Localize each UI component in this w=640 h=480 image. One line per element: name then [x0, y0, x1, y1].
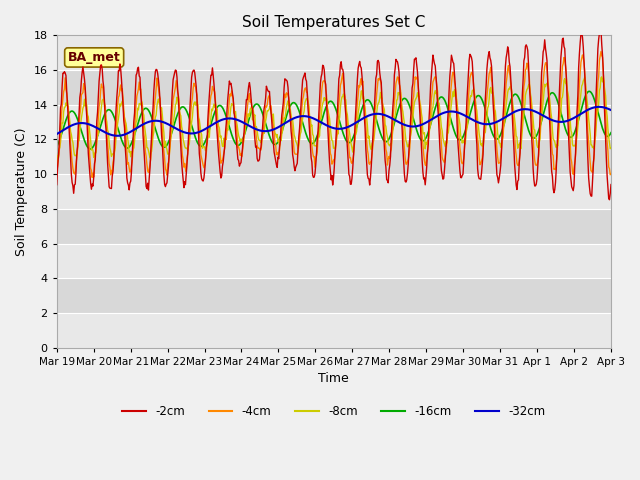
Bar [57, 70, 611, 105]
X-axis label: Time: Time [319, 372, 349, 385]
Bar [57, 313, 611, 348]
Bar [57, 243, 611, 278]
Bar [57, 36, 611, 70]
Legend: -2cm, -4cm, -8cm, -16cm, -32cm: -2cm, -4cm, -8cm, -16cm, -32cm [118, 400, 550, 423]
Bar [57, 209, 611, 243]
Y-axis label: Soil Temperature (C): Soil Temperature (C) [15, 127, 28, 256]
Bar [57, 278, 611, 313]
Text: BA_met: BA_met [68, 51, 120, 64]
Bar [57, 139, 611, 174]
Bar [57, 105, 611, 139]
Title: Soil Temperatures Set C: Soil Temperatures Set C [242, 15, 426, 30]
Bar [57, 174, 611, 209]
